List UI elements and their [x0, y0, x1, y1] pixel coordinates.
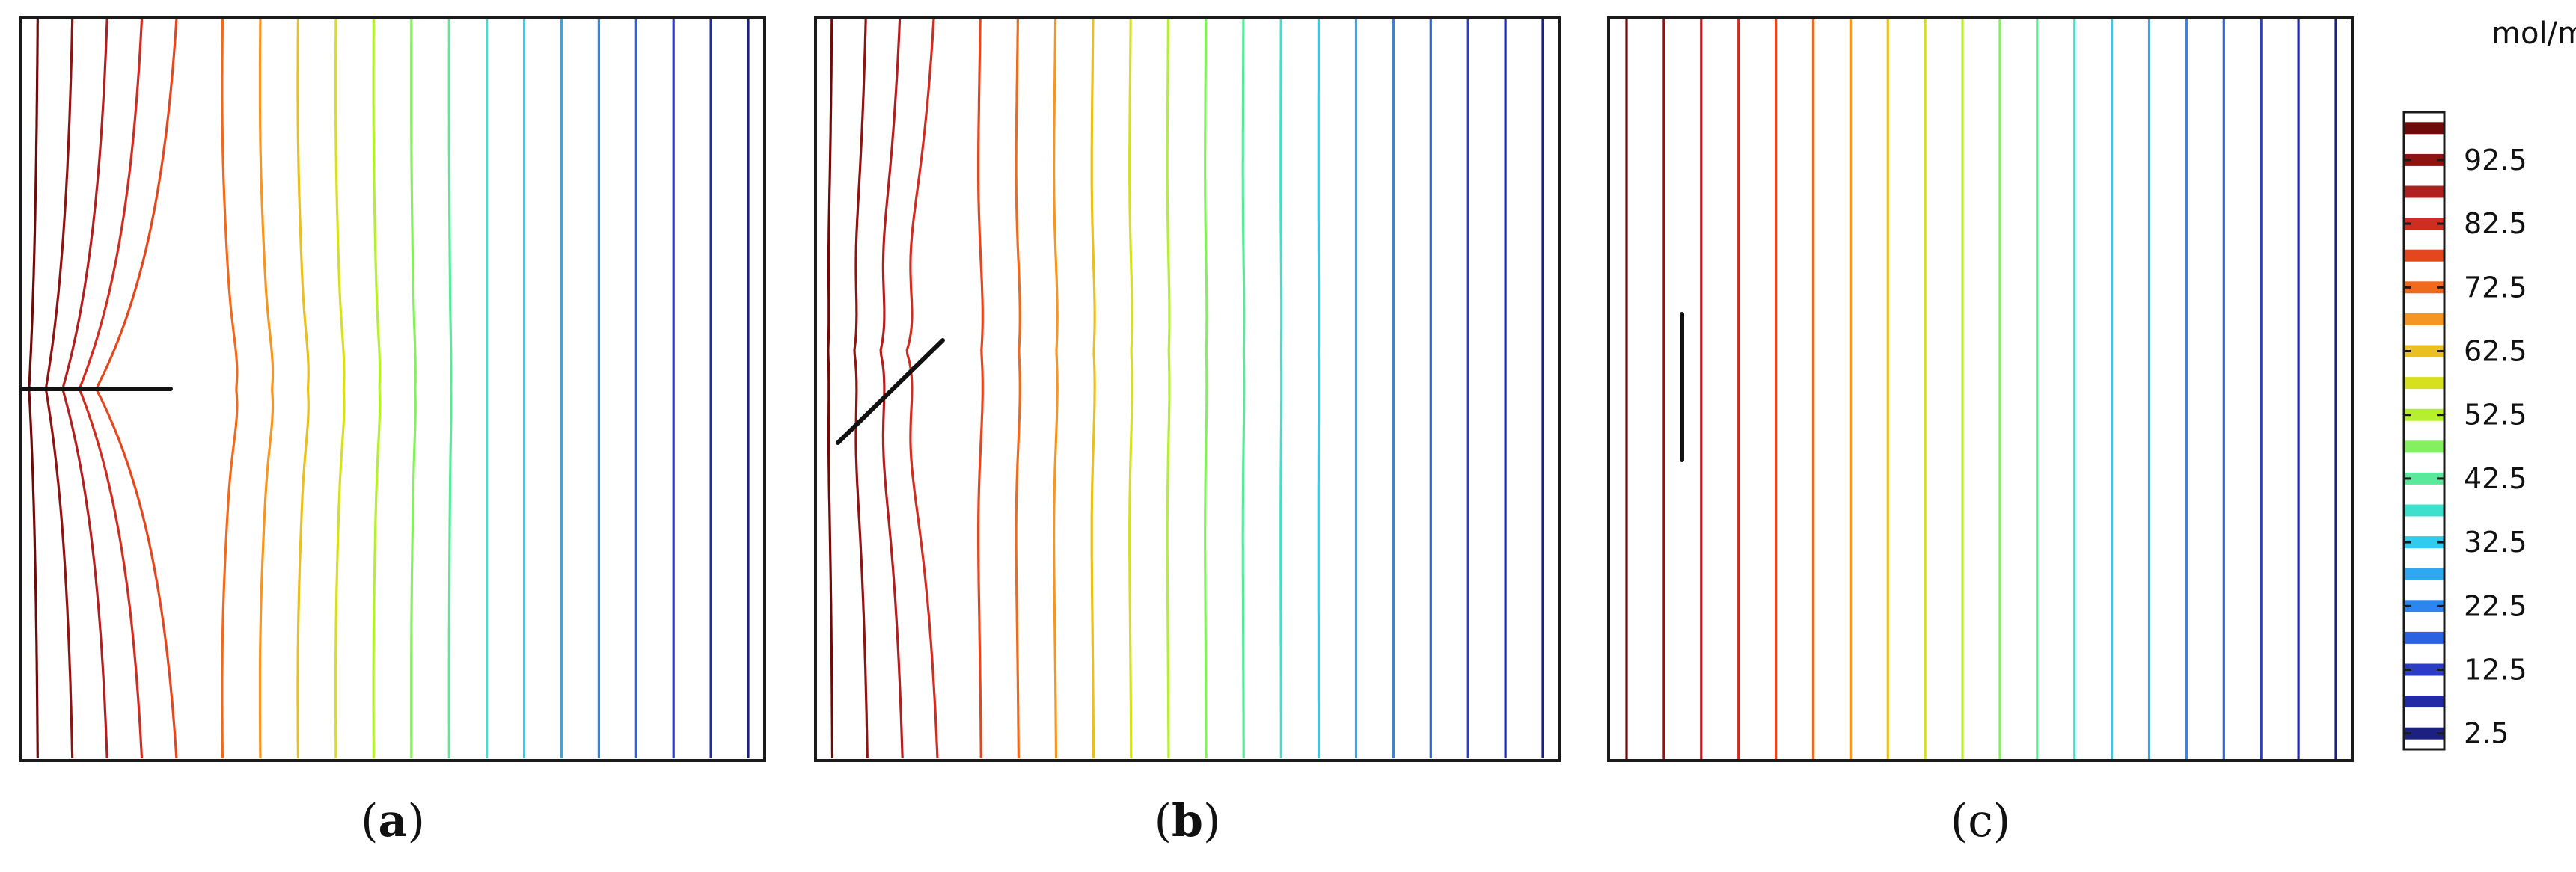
- contour-line: [410, 18, 417, 758]
- colorbar-tick-label: 92.5: [2464, 144, 2527, 176]
- panel-label-b-letter: b: [1172, 795, 1203, 847]
- panel-label-a: (a): [361, 795, 425, 847]
- contour-line: [1204, 17, 1208, 758]
- colorbar-band: [2404, 281, 2444, 294]
- colorbar-tick-label: 12.5: [2464, 654, 2527, 687]
- contour-line: [1279, 18, 1283, 759]
- colorbar-tick-label: 62.5: [2464, 335, 2527, 368]
- colorbar-tick-label: 82.5: [2464, 207, 2527, 240]
- colorbar-tick-label: 42.5: [2464, 462, 2527, 495]
- colorbar-tick-label: 22.5: [2464, 589, 2527, 622]
- colorbar-band: [2404, 600, 2444, 612]
- panel-label-c: (c): [1951, 795, 2010, 847]
- contour-line: [905, 17, 939, 759]
- panel-b-frame: [814, 16, 1561, 762]
- colorbar-frame: [2402, 111, 2446, 751]
- colorbar-band: [2404, 153, 2444, 166]
- colorbar-tick-label: 32.5: [2464, 526, 2527, 559]
- contour-line: [879, 17, 904, 759]
- colorbar-band: [2404, 696, 2444, 708]
- panel-c: (c): [1607, 16, 2354, 847]
- colorbar-band: [2404, 122, 2444, 135]
- colorbar-band: [2404, 727, 2444, 740]
- contour-line: [221, 17, 239, 759]
- colorbar: mol/m3 92.5 82.5 72.5 62.5 52.5 42.5 32.5 22.5 1…: [2402, 13, 2576, 751]
- contour-line: [1166, 18, 1171, 758]
- panel-label-c-letter: c: [1968, 795, 1993, 847]
- colorbar-band: [2404, 504, 2444, 517]
- panel-a: (a): [19, 16, 766, 847]
- colorbar-band: [2404, 345, 2444, 357]
- colorbar-band: [2404, 218, 2444, 230]
- contour-line: [447, 18, 453, 758]
- colorbar-band: [2404, 568, 2444, 580]
- panel-b: (b): [814, 16, 1561, 847]
- colorbar-band: [2404, 185, 2444, 198]
- contour-line: [1090, 18, 1096, 759]
- contour-line: [296, 18, 310, 758]
- colorbar-band: [2404, 440, 2444, 453]
- contour-lines-c: [1625, 18, 2337, 761]
- colorbar-bands: [2404, 122, 2444, 740]
- colorbar-band: [2404, 472, 2444, 485]
- crack-b: [836, 338, 945, 445]
- colorbar-unit-base: mol/m: [2491, 16, 2576, 51]
- colorbar-ticks: 92.5 82.5 72.5 62.5 52.5 42.5 32.5 22.5 12.5 2.5: [2404, 144, 2527, 750]
- colorbar-band: [2404, 536, 2444, 549]
- contour-line: [977, 17, 984, 758]
- panel-c-frame: [1607, 16, 2354, 762]
- contour-line: [1128, 17, 1133, 758]
- colorbar-tick-label: 2.5: [2464, 717, 2509, 750]
- panel-label-a-letter: a: [379, 795, 408, 847]
- contour-line: [853, 17, 869, 759]
- contour-line: [372, 17, 382, 758]
- colorbar-band: [2404, 377, 2444, 390]
- colorbar-tick-label: 72.5: [2464, 271, 2527, 304]
- contour-lines-b: [827, 17, 1544, 759]
- colorbar-unit: mol/m3: [2491, 13, 2576, 51]
- contour-line: [1015, 17, 1021, 759]
- contour-line: [1241, 18, 1246, 758]
- contour-line: [258, 18, 275, 758]
- colorbar-band: [2404, 313, 2444, 325]
- colorbar-band: [2404, 631, 2444, 644]
- contour-line: [334, 18, 346, 759]
- panel-label-b: (b): [1154, 795, 1221, 847]
- colorbar-band: [2404, 663, 2444, 676]
- contour-lines-a: [28, 17, 750, 759]
- contour-line: [827, 18, 834, 758]
- colorbar-tick-label: 52.5: [2464, 399, 2527, 432]
- contour-line: [1053, 17, 1059, 758]
- colorbar-band: [2404, 408, 2444, 421]
- colorbar-band: [2404, 249, 2444, 262]
